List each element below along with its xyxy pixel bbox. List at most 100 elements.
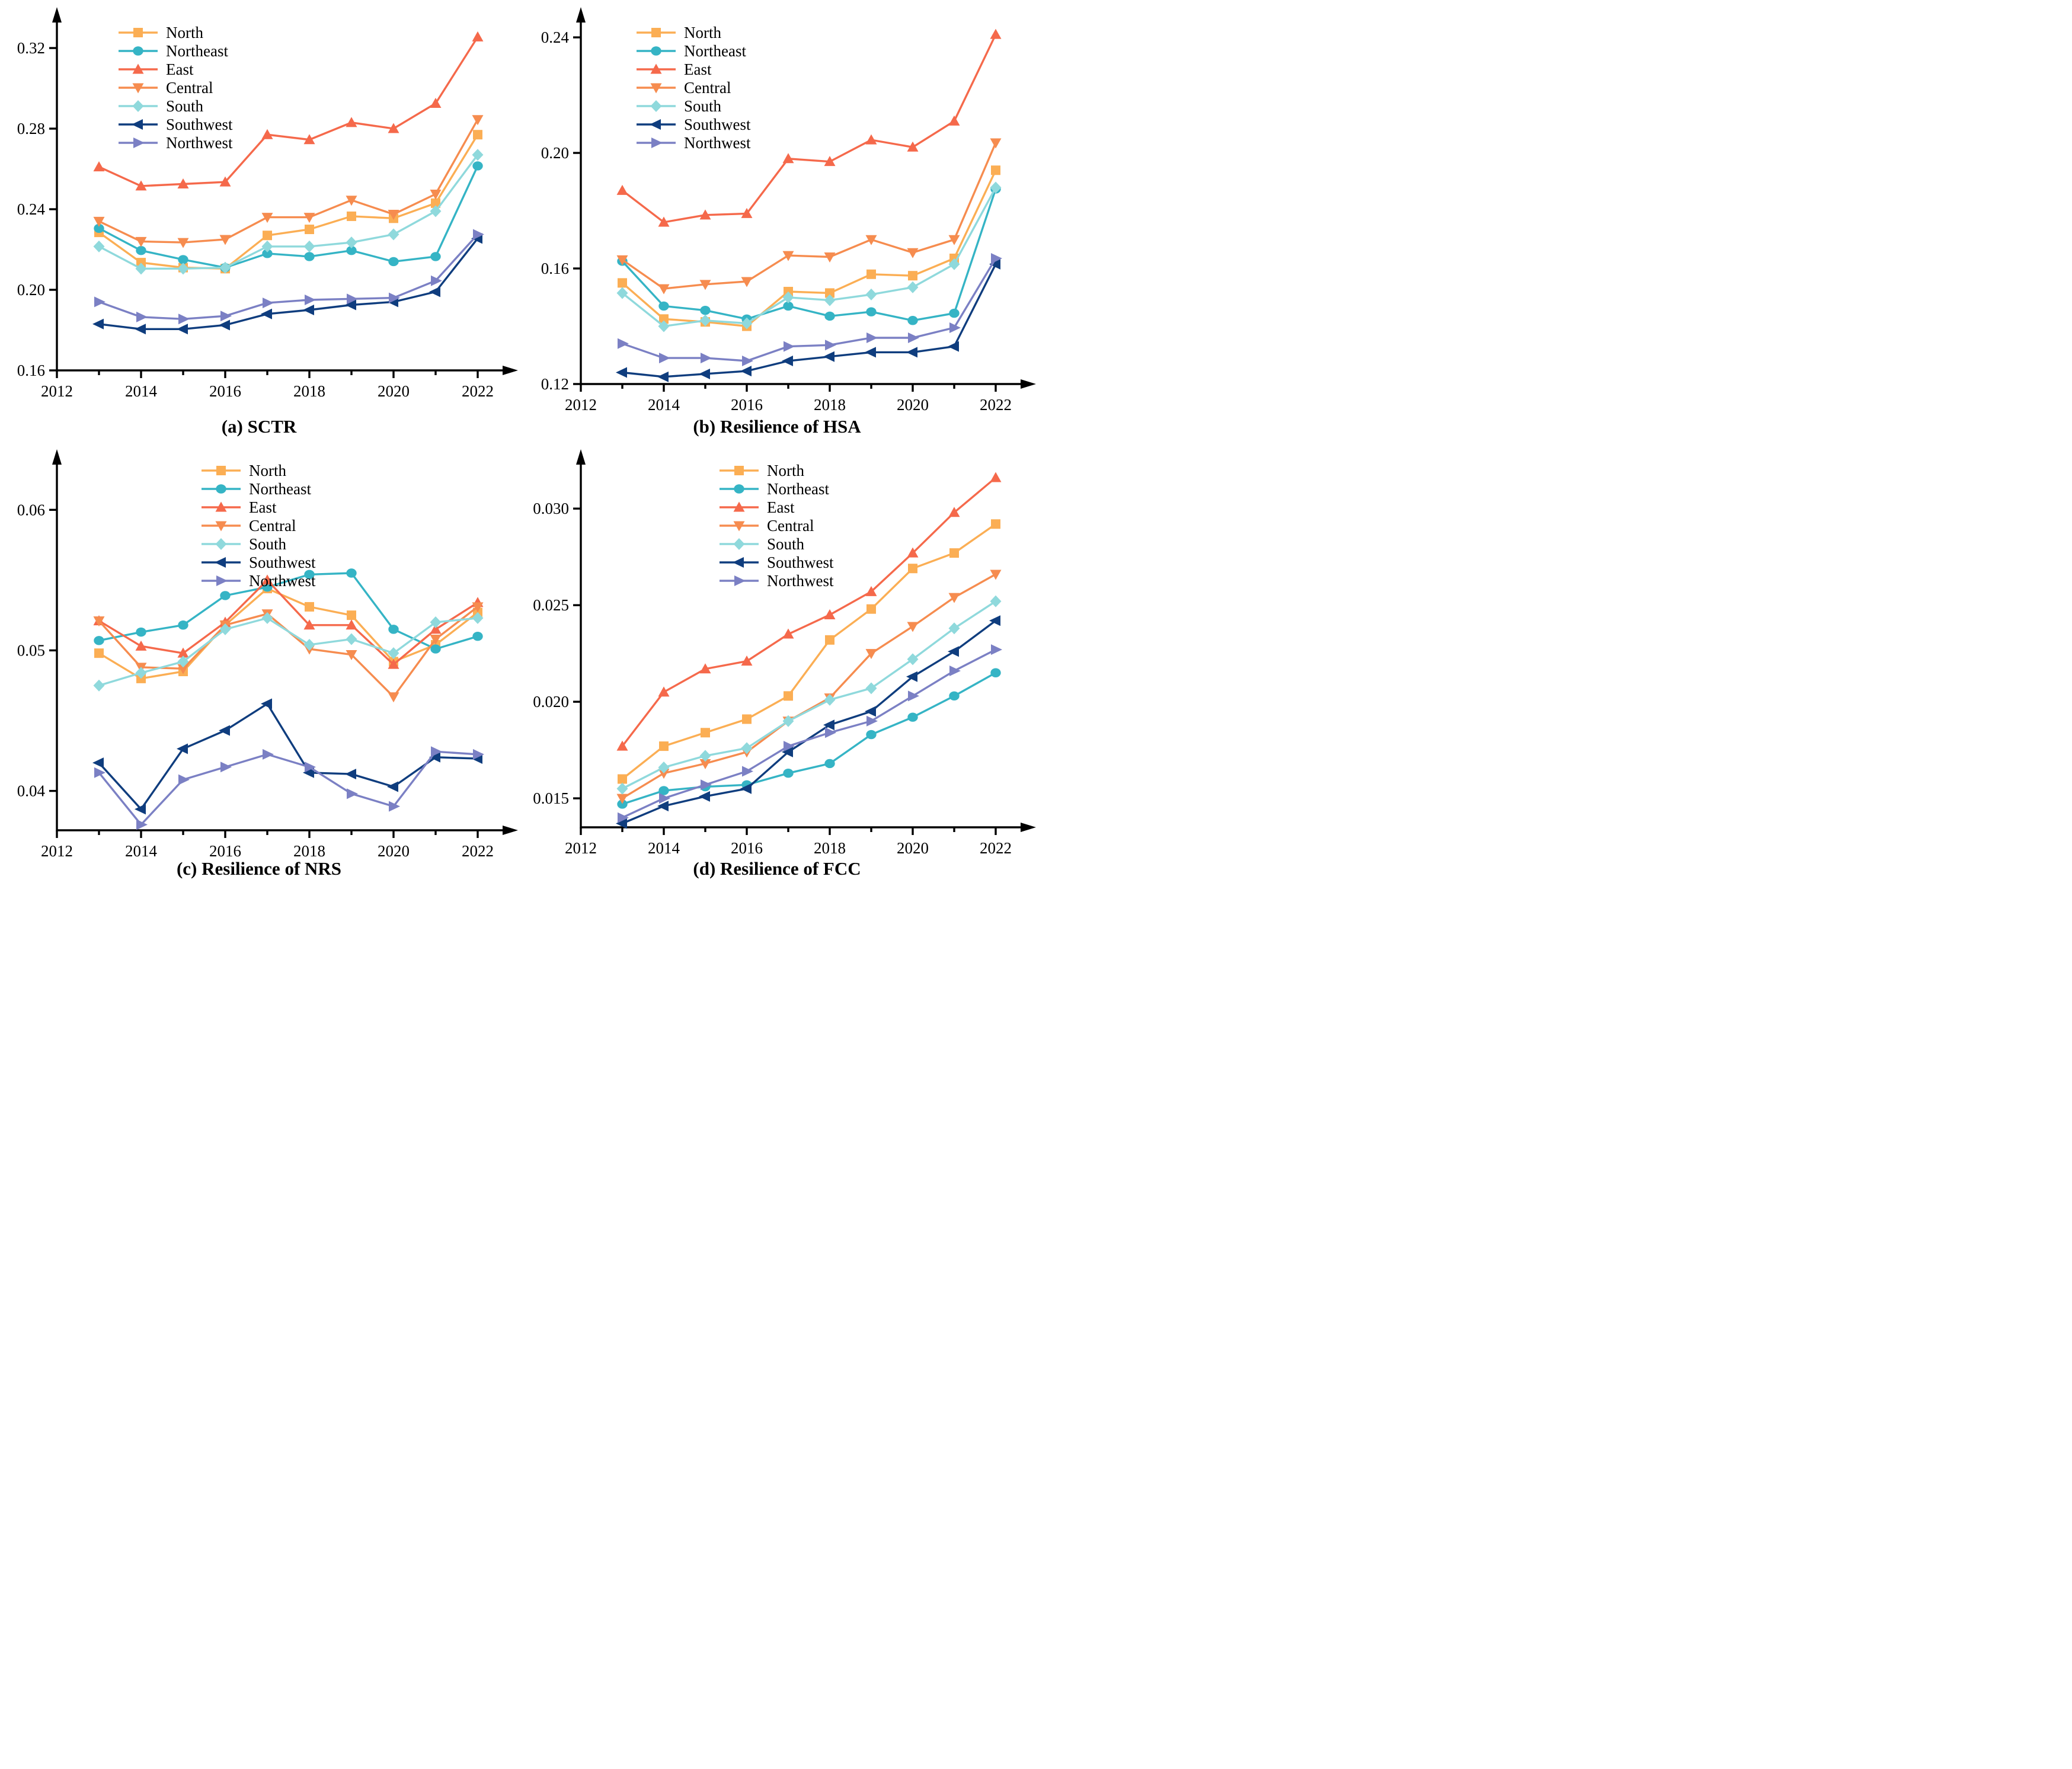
series-east-marker bbox=[990, 472, 1002, 482]
series-northwest-marker bbox=[825, 727, 836, 738]
series-northwest-marker bbox=[136, 311, 148, 322]
legend-triangle-left-icon bbox=[215, 557, 226, 568]
series-northeast-marker bbox=[907, 316, 918, 325]
legend-item-north: North bbox=[202, 462, 286, 479]
series-east-marker bbox=[616, 184, 628, 195]
series-northeast-marker bbox=[824, 311, 835, 321]
panel-a: 2012 2014 2016 2018 2020 2022 0.16 0.20 0.24 0.28… bbox=[0, 0, 518, 442]
four-panel-figure: 2012 2014 2016 2018 2020 2022 0.16 0.20 0.24 0.28… bbox=[0, 0, 1036, 884]
series-east-line bbox=[621, 476, 997, 747]
series-east-marker bbox=[782, 628, 794, 639]
series-south-marker bbox=[177, 263, 189, 275]
series-north-marker bbox=[825, 288, 834, 298]
series-northeast-marker bbox=[907, 712, 918, 722]
series-central-marker bbox=[658, 769, 670, 779]
panel-d: 2012 2014 2016 2018 2020 2022 0.015 0.020 0.025 0… bbox=[518, 442, 1036, 884]
series-northeast-marker bbox=[700, 306, 711, 315]
legend-triangle-down-icon bbox=[215, 521, 227, 532]
panel-c: 2012 2014 2016 2018 2020 2022 0.04 0.05 0.06 Nort… bbox=[0, 442, 518, 884]
series-northwest-marker bbox=[659, 793, 670, 804]
series-central-marker bbox=[948, 593, 960, 603]
series-northwest-marker bbox=[347, 293, 358, 305]
series-east-marker bbox=[741, 207, 753, 218]
series-northeast-marker bbox=[94, 223, 104, 233]
series-southwest-marker bbox=[699, 791, 710, 802]
series-central-marker bbox=[907, 622, 919, 632]
series-northeast-marker bbox=[136, 627, 146, 637]
panel-c-title: (c) Resilience of NRS bbox=[176, 858, 342, 879]
series-northwest-marker bbox=[949, 665, 961, 676]
series-southwest-marker bbox=[823, 719, 834, 731]
series-southwest-marker bbox=[948, 341, 959, 352]
legend-item-northeast: Northeast bbox=[202, 480, 311, 498]
legend-item-south: South bbox=[720, 535, 805, 553]
series-central-marker bbox=[177, 238, 189, 248]
y-tick-label: 0.020 bbox=[533, 693, 569, 711]
y-tick-label: 0.030 bbox=[533, 500, 569, 517]
series-central-marker bbox=[658, 284, 670, 295]
series-northeast-marker bbox=[472, 632, 483, 641]
series-southwest-marker bbox=[429, 751, 440, 763]
series-south-marker bbox=[824, 294, 836, 306]
series-south-marker bbox=[948, 258, 960, 270]
series-northwest-marker bbox=[701, 779, 712, 791]
series-north-marker bbox=[825, 635, 834, 645]
x-tick-label: 2020 bbox=[378, 382, 410, 400]
y-tick-label: 0.24 bbox=[541, 28, 570, 46]
series-south-marker bbox=[388, 647, 399, 660]
series-northwest-marker bbox=[908, 332, 919, 344]
series-northwest-marker bbox=[389, 801, 400, 812]
legend-square-icon bbox=[216, 466, 226, 475]
series-northwest-marker bbox=[178, 774, 190, 785]
x-axis-arrow-icon bbox=[503, 366, 518, 375]
x-tick-label: 2014 bbox=[648, 396, 680, 414]
series-central-marker bbox=[430, 634, 442, 645]
chart-b-hsa: 2012 2014 2016 2018 2020 2022 0.12 0.16 0.20 0.24… bbox=[541, 7, 1036, 414]
legend-square-icon bbox=[651, 28, 661, 37]
series-southwest-marker bbox=[303, 767, 314, 778]
legend-triangle-up-icon bbox=[215, 501, 227, 512]
legend-label: South bbox=[684, 97, 722, 115]
legend-label: South bbox=[767, 535, 805, 553]
legend-label: East bbox=[166, 60, 194, 78]
series-northeast-marker bbox=[783, 301, 794, 311]
legend-item-north: North bbox=[720, 462, 804, 479]
series-east-marker bbox=[177, 178, 189, 189]
series-south-marker bbox=[865, 288, 877, 300]
series-south-marker bbox=[658, 320, 670, 332]
legend-item-central: Central bbox=[637, 79, 731, 97]
series-central-line bbox=[622, 142, 997, 290]
chart-c-nrs: 2012 2014 2016 2018 2020 2022 0.04 0.05 0.06 Nort… bbox=[17, 449, 518, 857]
series-northwest-line bbox=[622, 258, 997, 362]
legend-diamond-icon bbox=[215, 538, 227, 550]
series-central-marker bbox=[388, 210, 399, 220]
series-central-marker bbox=[261, 213, 273, 223]
series-central-marker bbox=[865, 235, 877, 245]
series-northwest-line bbox=[98, 233, 479, 321]
series-east-marker bbox=[865, 586, 877, 596]
series-southwest-marker bbox=[782, 356, 793, 367]
series-northeast-line bbox=[98, 572, 478, 650]
series-central-marker bbox=[616, 794, 628, 804]
series-central-marker bbox=[699, 280, 711, 290]
series-north-marker bbox=[618, 278, 627, 288]
series-south-line bbox=[622, 600, 996, 790]
series-southwest-marker bbox=[261, 698, 272, 709]
legend-item-east: East bbox=[720, 498, 795, 516]
series-southwest-marker bbox=[740, 783, 752, 794]
series-northeast-marker bbox=[430, 252, 441, 261]
legend-label: Northeast bbox=[684, 42, 746, 60]
series-north-marker bbox=[742, 714, 752, 724]
legend-label: Central bbox=[767, 517, 814, 535]
series-southwest-marker bbox=[865, 706, 876, 717]
series-south-marker bbox=[472, 612, 484, 624]
series-central-marker bbox=[430, 190, 442, 200]
series-central-marker bbox=[907, 248, 919, 258]
legend-item-central: Central bbox=[720, 517, 814, 535]
series-northwest-marker bbox=[659, 353, 670, 364]
legend-triangle-down-icon bbox=[733, 521, 745, 532]
series-southwest-marker bbox=[906, 671, 917, 682]
series-northwest-marker bbox=[991, 644, 1002, 655]
series-east-marker bbox=[824, 609, 836, 619]
series-east-marker bbox=[472, 31, 484, 41]
